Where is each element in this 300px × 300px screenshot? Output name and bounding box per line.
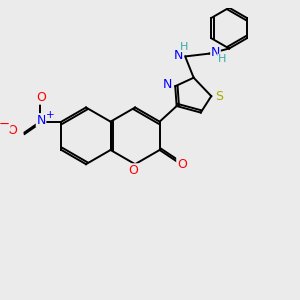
- Text: N: N: [36, 114, 46, 127]
- Text: O: O: [8, 124, 18, 137]
- Text: N: N: [163, 78, 172, 91]
- Text: H: H: [218, 54, 226, 64]
- Text: O: O: [177, 158, 187, 171]
- Text: N: N: [211, 46, 220, 59]
- Text: −: −: [0, 118, 10, 131]
- Text: S: S: [215, 90, 223, 103]
- Text: +: +: [46, 110, 54, 120]
- Text: N: N: [174, 49, 184, 62]
- Text: H: H: [180, 41, 188, 52]
- Text: O: O: [37, 91, 46, 104]
- Text: O: O: [129, 164, 139, 177]
